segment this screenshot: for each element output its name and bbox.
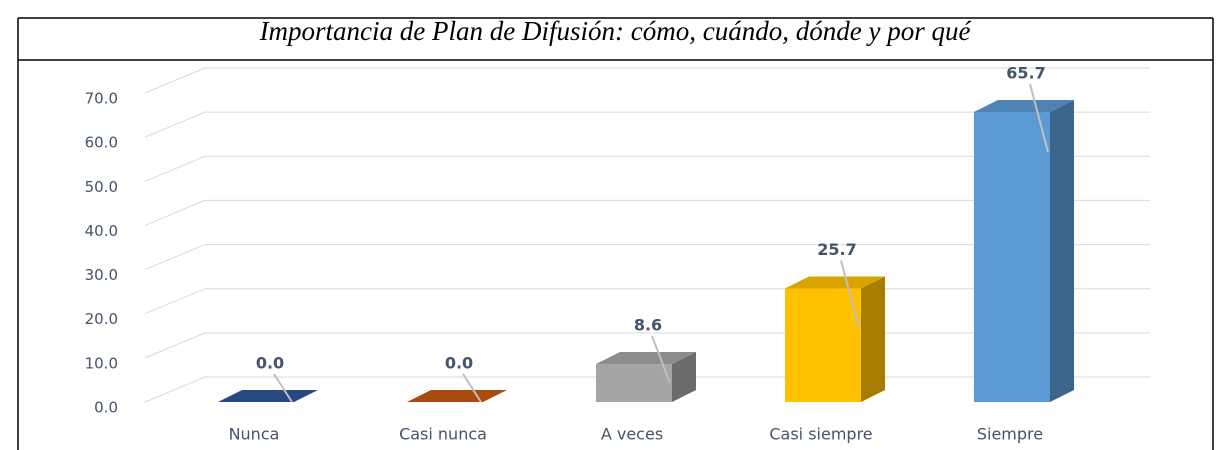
bar-side bbox=[1050, 99, 1074, 402]
bar-top bbox=[974, 99, 1074, 112]
y-tick-label: 30.0 bbox=[85, 266, 118, 284]
y-tick-label: 40.0 bbox=[85, 222, 118, 240]
grid-line bbox=[144, 244, 1150, 271]
x-tick-label: A veces bbox=[601, 425, 663, 444]
bar-top-shade bbox=[785, 276, 885, 289]
grid-line bbox=[144, 111, 1150, 138]
value-label: 0.0 bbox=[445, 354, 473, 373]
y-tick-label: 70.0 bbox=[85, 90, 118, 108]
leader-line bbox=[462, 373, 482, 403]
grid-line bbox=[144, 199, 1150, 226]
grid-line bbox=[144, 67, 1150, 94]
y-tick-label: 60.0 bbox=[85, 134, 118, 152]
bar bbox=[785, 288, 861, 402]
bar bbox=[596, 364, 672, 402]
bar-top-shade bbox=[407, 390, 507, 402]
x-tick-label: Nunca bbox=[229, 425, 280, 444]
y-tick-label: 20.0 bbox=[85, 310, 118, 328]
bar-side bbox=[672, 352, 696, 402]
leader-line bbox=[1029, 83, 1049, 153]
grid-line bbox=[144, 155, 1150, 182]
bar-top-shade bbox=[974, 99, 1074, 112]
y-tick-label: 10.0 bbox=[85, 354, 118, 372]
leader-line bbox=[840, 260, 860, 329]
bar-top bbox=[596, 352, 696, 365]
bar-side-shade bbox=[1050, 99, 1074, 402]
bar-side-shade bbox=[672, 352, 696, 402]
x-tick-label: Casi nunca bbox=[399, 425, 487, 444]
bar-top bbox=[218, 390, 318, 402]
x-tick-label: Siempre bbox=[977, 425, 1043, 444]
chart-title: Importancia de Plan de Difusión: cómo, c… bbox=[259, 16, 972, 46]
y-tick-label: 0.0 bbox=[94, 399, 118, 417]
bar-side-shade bbox=[861, 276, 885, 402]
value-label: 65.7 bbox=[1006, 63, 1045, 82]
bar-top-shade bbox=[596, 352, 696, 365]
bar-top bbox=[407, 390, 507, 402]
bar-top bbox=[785, 276, 885, 289]
x-tick-label: Casi siempre bbox=[769, 425, 872, 444]
bar-top-shade bbox=[218, 390, 318, 402]
value-label: 25.7 bbox=[817, 240, 856, 259]
bar-side bbox=[861, 276, 885, 402]
bar bbox=[974, 111, 1050, 402]
leader-line bbox=[651, 335, 671, 384]
y-tick-label: 50.0 bbox=[85, 178, 118, 196]
value-label: 0.0 bbox=[256, 354, 284, 373]
leader-line bbox=[273, 373, 293, 403]
value-label: 8.6 bbox=[634, 316, 662, 335]
